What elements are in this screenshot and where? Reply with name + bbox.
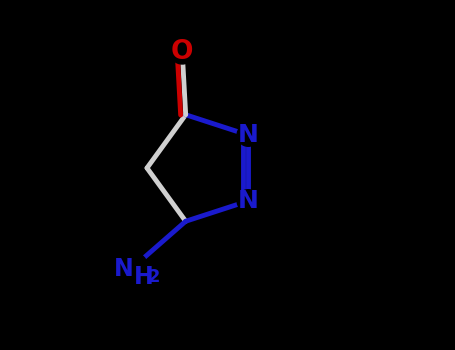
Circle shape bbox=[111, 251, 149, 289]
Text: 2: 2 bbox=[148, 267, 161, 286]
Text: H: H bbox=[134, 265, 154, 288]
Text: N: N bbox=[113, 257, 133, 280]
Circle shape bbox=[170, 40, 194, 64]
Circle shape bbox=[237, 190, 259, 212]
Text: N: N bbox=[238, 189, 259, 213]
Text: O: O bbox=[171, 39, 193, 65]
Circle shape bbox=[237, 124, 259, 146]
Text: N: N bbox=[238, 123, 259, 147]
